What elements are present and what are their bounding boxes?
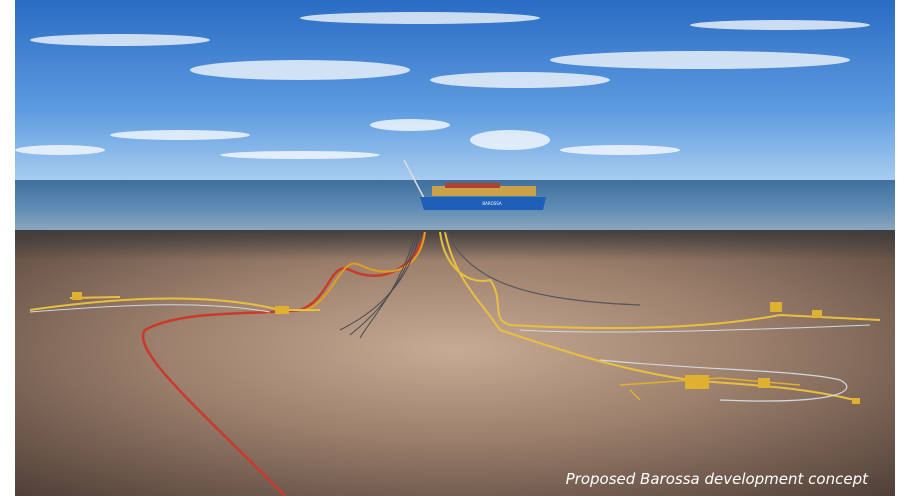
clouds [15, 12, 870, 159]
ship: BAROSSA [403, 159, 546, 210]
subsea-structures [72, 292, 860, 404]
photo: BAROSSA Proposed Barossa development con… [15, 0, 895, 496]
seabed [15, 230, 895, 496]
caption: Proposed Barossa development concept [566, 470, 869, 488]
ship-label: BAROSSA [482, 201, 502, 206]
seabed-shadow [15, 230, 895, 260]
sky [15, 0, 895, 182]
